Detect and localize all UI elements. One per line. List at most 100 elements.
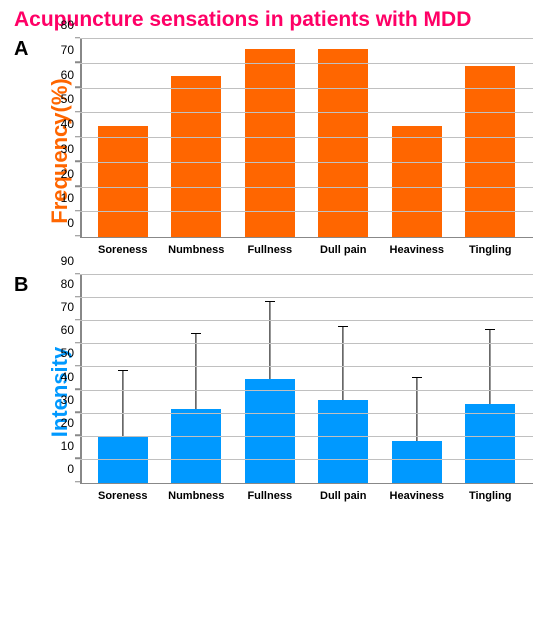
bar [98,437,148,483]
errorbar [416,378,417,441]
x-tick-label: Tingling [454,244,528,256]
errorbar [196,334,197,409]
panel-b-label: B [14,274,28,297]
y-tickmark [75,161,80,163]
gridline [80,459,533,460]
y-tickmark [75,185,80,187]
gridline [80,187,533,188]
x-tick-label: Soreness [86,490,160,502]
x-tick-label: Fullness [233,490,307,502]
y-tick-label: 50 [50,346,80,360]
y-tick-label: 60 [50,68,80,82]
bar [465,404,515,483]
bar-column [307,275,381,483]
bar-column [86,39,160,237]
x-tick-label: Dull pain [307,490,381,502]
y-tick-label: 20 [50,167,80,181]
y-tickmark [75,411,80,413]
y-tick-label: 40 [50,117,80,131]
y-tick-label: 80 [50,18,80,32]
bar [245,379,295,483]
bar-column [380,275,454,483]
bar-column [160,39,234,237]
y-tick-label: 0 [50,462,80,476]
bar [245,49,295,237]
y-tickmark [75,458,80,460]
y-tick-label: 30 [50,393,80,407]
bar [318,49,368,237]
bar [392,126,442,237]
bar-column [380,39,454,237]
errorbar-cap [118,370,128,371]
panel-b: B Intensity 0102030405060708090 Soreness… [8,274,543,502]
y-tickmark [75,435,80,437]
y-tickmark [75,388,80,390]
errorbar [122,371,123,436]
gridline [80,297,533,298]
x-tick-label: Fullness [233,244,307,256]
y-tick-label: 70 [50,300,80,314]
errorbar-cap [191,333,201,334]
y-tickmark [75,62,80,64]
panel-a: A Frequency(%) 01020304050607080 Sorenes… [8,38,543,256]
y-tickmark [75,86,80,88]
panel-a-chart: Frequency(%) 01020304050607080 SorenessN… [80,38,533,256]
y-tick-label: 10 [50,191,80,205]
panel-a-plot: 01020304050607080 [80,38,533,238]
bar [171,409,221,483]
y-tickmark [75,342,80,344]
gridline [80,320,533,321]
y-tick-label: 10 [50,439,80,453]
panel-b-chart: Intensity 0102030405060708090 SorenessNu… [80,274,533,502]
bar [98,126,148,237]
y-tickmark [75,273,80,275]
x-tick-label: Soreness [86,244,160,256]
bar [171,76,221,237]
panel-a-label: A [14,38,28,61]
y-tickmark [75,235,80,237]
y-tickmark [75,296,80,298]
y-tickmark [75,37,80,39]
bar [392,441,442,483]
y-tick-label: 0 [50,216,80,230]
gridline [80,436,533,437]
x-tick-label: Heaviness [380,244,454,256]
panel-b-plot: 0102030405060708090 [80,274,533,484]
bar-column [160,275,234,483]
x-tick-label: Numbness [160,490,234,502]
gridline [80,413,533,414]
y-tick-label: 80 [50,277,80,291]
figure-container: Acupuncture sensations in patients with … [0,0,551,532]
bar-column [233,275,307,483]
errorbar-cap [485,329,495,330]
gridline [80,366,533,367]
errorbar-cap [265,301,275,302]
bar-column [307,39,381,237]
panel-b-bars [80,275,533,483]
bar-column [233,39,307,237]
gridline [80,88,533,89]
x-tick-label: Tingling [454,490,528,502]
y-tick-label: 70 [50,43,80,57]
y-tick-label: 20 [50,416,80,430]
y-tick-label: 30 [50,142,80,156]
y-tick-label: 60 [50,323,80,337]
panel-b-xlabels: SorenessNumbnessFullnessDull painHeavine… [80,484,533,502]
bar-column [86,275,160,483]
figure-title: Acupuncture sensations in patients with … [14,8,543,32]
x-tick-label: Numbness [160,244,234,256]
gridline [80,343,533,344]
y-tick-label: 90 [50,254,80,268]
y-tickmark [75,319,80,321]
errorbar-cap [412,377,422,378]
y-tickmark [75,365,80,367]
y-tickmark [75,136,80,138]
bar-column [454,275,528,483]
gridline [80,390,533,391]
y-tickmark [75,210,80,212]
x-tick-label: Heaviness [380,490,454,502]
y-tick-label: 40 [50,370,80,384]
gridline [80,112,533,113]
gridline [80,137,533,138]
y-tickmark [75,481,80,483]
